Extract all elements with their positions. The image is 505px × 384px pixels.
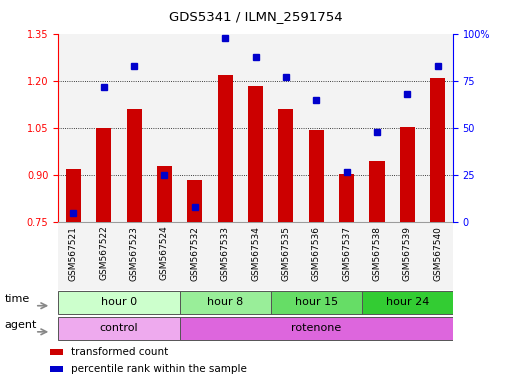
Bar: [149, 34, 179, 222]
FancyBboxPatch shape: [58, 291, 179, 314]
Text: GSM567538: GSM567538: [372, 226, 381, 281]
Bar: [270, 222, 300, 290]
Bar: [270, 34, 300, 222]
Text: GSM567521: GSM567521: [69, 226, 78, 281]
Bar: [119, 34, 149, 222]
Text: rotenone: rotenone: [290, 323, 341, 333]
Bar: [179, 222, 210, 290]
Text: GSM567522: GSM567522: [99, 226, 108, 280]
Text: hour 15: hour 15: [294, 297, 337, 307]
Bar: [331, 222, 361, 290]
Bar: [391, 222, 422, 290]
Bar: [66, 169, 81, 222]
Bar: [240, 222, 270, 290]
Text: GSM567537: GSM567537: [341, 226, 350, 281]
Bar: [278, 109, 293, 222]
Bar: [240, 34, 270, 222]
Bar: [210, 34, 240, 222]
Bar: [126, 109, 141, 222]
Bar: [157, 166, 172, 222]
Bar: [369, 161, 384, 222]
Bar: [422, 34, 452, 222]
Bar: [399, 127, 414, 222]
Bar: [50, 349, 63, 355]
Text: hour 0: hour 0: [100, 297, 137, 307]
FancyBboxPatch shape: [361, 291, 452, 314]
FancyBboxPatch shape: [179, 291, 270, 314]
Bar: [96, 128, 111, 222]
Text: percentile rank within the sample: percentile rank within the sample: [71, 364, 246, 374]
Bar: [429, 78, 444, 222]
Bar: [88, 222, 119, 290]
Bar: [50, 366, 63, 372]
Text: GSM567524: GSM567524: [160, 226, 169, 280]
FancyBboxPatch shape: [179, 317, 452, 341]
Bar: [217, 75, 232, 222]
Text: GSM567540: GSM567540: [432, 226, 441, 281]
Text: GSM567523: GSM567523: [129, 226, 138, 281]
Bar: [300, 34, 331, 222]
Bar: [149, 222, 179, 290]
Bar: [361, 34, 391, 222]
Bar: [247, 86, 263, 222]
Bar: [338, 174, 354, 222]
Bar: [210, 222, 240, 290]
Bar: [391, 34, 422, 222]
Bar: [331, 34, 361, 222]
Bar: [119, 222, 149, 290]
Text: time: time: [5, 294, 30, 304]
FancyBboxPatch shape: [270, 291, 361, 314]
Text: GSM567534: GSM567534: [250, 226, 260, 281]
Text: GSM567535: GSM567535: [281, 226, 290, 281]
Text: control: control: [99, 323, 138, 333]
Bar: [58, 222, 88, 290]
Bar: [88, 34, 119, 222]
Text: transformed count: transformed count: [71, 347, 168, 357]
Text: GSM567532: GSM567532: [190, 226, 199, 281]
Text: hour 24: hour 24: [385, 297, 428, 307]
FancyBboxPatch shape: [58, 317, 179, 341]
Bar: [361, 222, 391, 290]
Text: GSM567536: GSM567536: [311, 226, 320, 281]
Text: agent: agent: [5, 320, 37, 330]
Bar: [187, 180, 202, 222]
Text: GDS5341 / ILMN_2591754: GDS5341 / ILMN_2591754: [168, 10, 342, 23]
Bar: [58, 34, 88, 222]
Text: GSM567539: GSM567539: [402, 226, 411, 281]
Text: GSM567533: GSM567533: [220, 226, 229, 281]
Bar: [422, 222, 452, 290]
Bar: [308, 130, 323, 222]
Bar: [300, 222, 331, 290]
Text: hour 8: hour 8: [207, 297, 243, 307]
Bar: [179, 34, 210, 222]
